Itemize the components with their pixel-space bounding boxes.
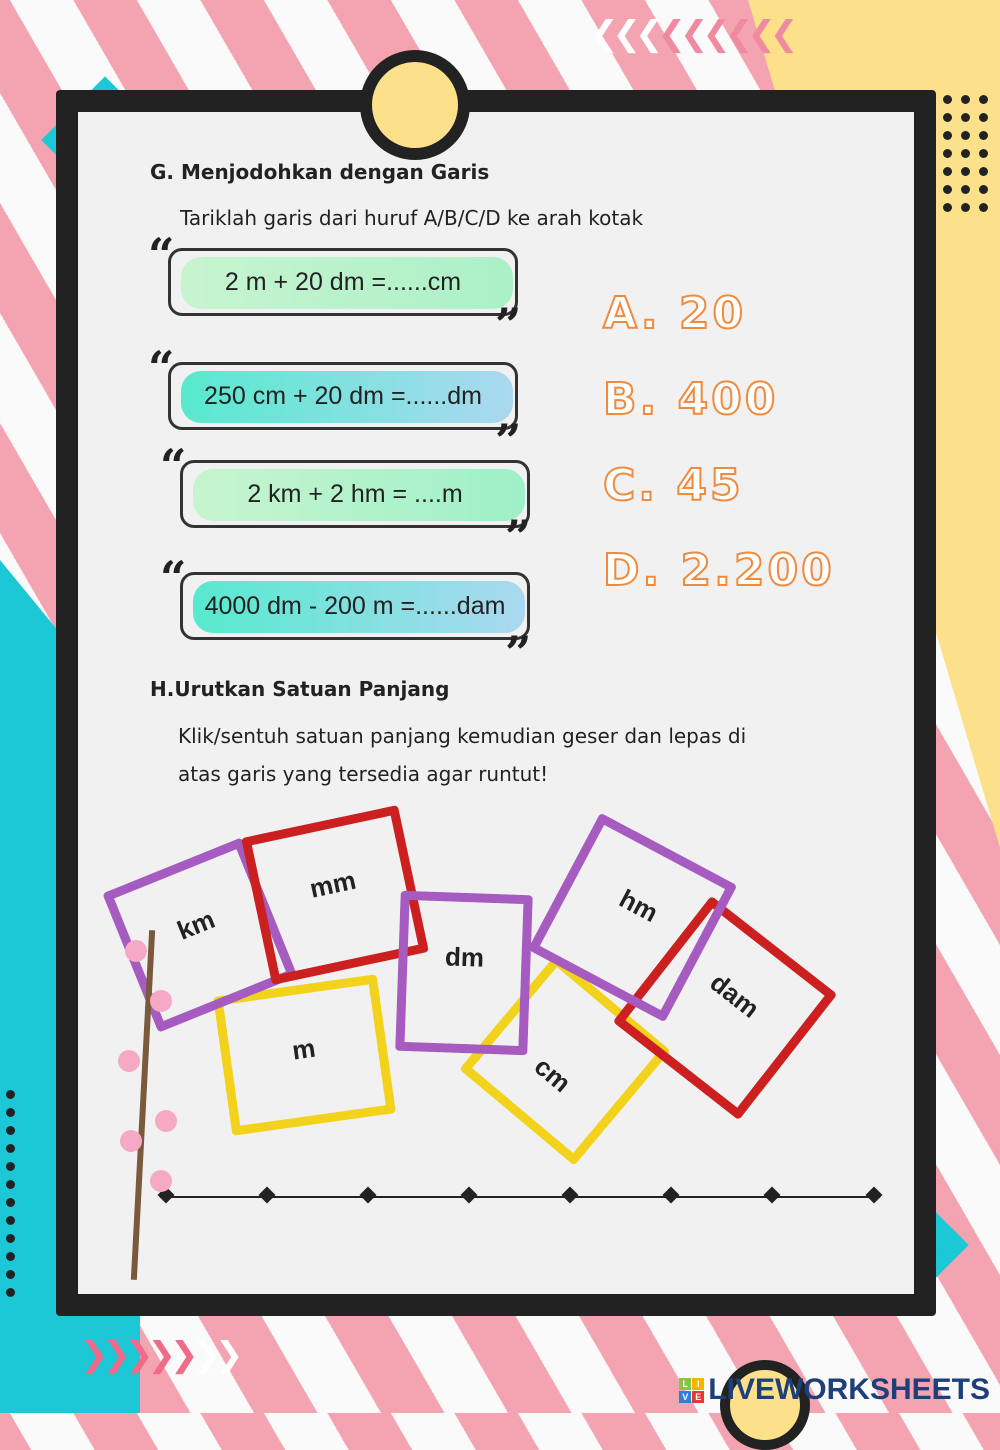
question-box-2[interactable]: 250 cm + 20 dm =......dm (168, 362, 518, 430)
flower-icon (118, 1050, 140, 1072)
flower-icon (150, 1170, 172, 1192)
dot-grid-icon (943, 95, 988, 212)
section-g-title: G. Menjodohkan dengan Garis (150, 160, 490, 184)
chevron-row-icon: ❮❮❮❮❮❮❮❮❮ (590, 14, 798, 54)
section-h-title: H.Urutkan Satuan Panjang (150, 677, 450, 701)
decor-circle (360, 50, 470, 160)
question-box-1[interactable]: 2 m + 20 dm =......cm (168, 248, 518, 316)
question-box-4[interactable]: 4000 dm - 200 m =......dam (180, 572, 530, 640)
answer-a[interactable]: A. 20 (602, 287, 747, 340)
chevron-row-icon-bottom: ❯❯❯❯❯❯❯ (80, 1335, 243, 1375)
section-h-instruction-2: atas garis yang tersedia agar runtut! (178, 762, 549, 786)
flower-icon (125, 940, 147, 962)
flower-icon (150, 990, 172, 1012)
question-box-3[interactable]: 2 km + 2 hm = ....m (180, 460, 530, 528)
flower-icon (155, 1110, 177, 1132)
answer-b[interactable]: B. 400 (602, 373, 779, 426)
close-quote-icon: ” (505, 510, 532, 564)
flower-icon (120, 1130, 142, 1152)
close-quote-icon: ” (505, 626, 532, 680)
answer-d[interactable]: D. 2.200 (602, 544, 835, 597)
ordering-line (160, 1196, 880, 1198)
close-quote-icon: ” (495, 414, 522, 468)
unit-card-dm[interactable]: dm (395, 890, 533, 1056)
close-quote-icon: ” (495, 298, 522, 352)
answer-c[interactable]: C. 45 (602, 459, 744, 512)
section-h-instruction-1: Klik/sentuh satuan panjang kemudian gese… (178, 724, 747, 748)
section-g-instruction: Tariklah garis dari huruf A/B/C/D ke ara… (180, 206, 644, 230)
dot-column-icon (6, 1090, 15, 1297)
